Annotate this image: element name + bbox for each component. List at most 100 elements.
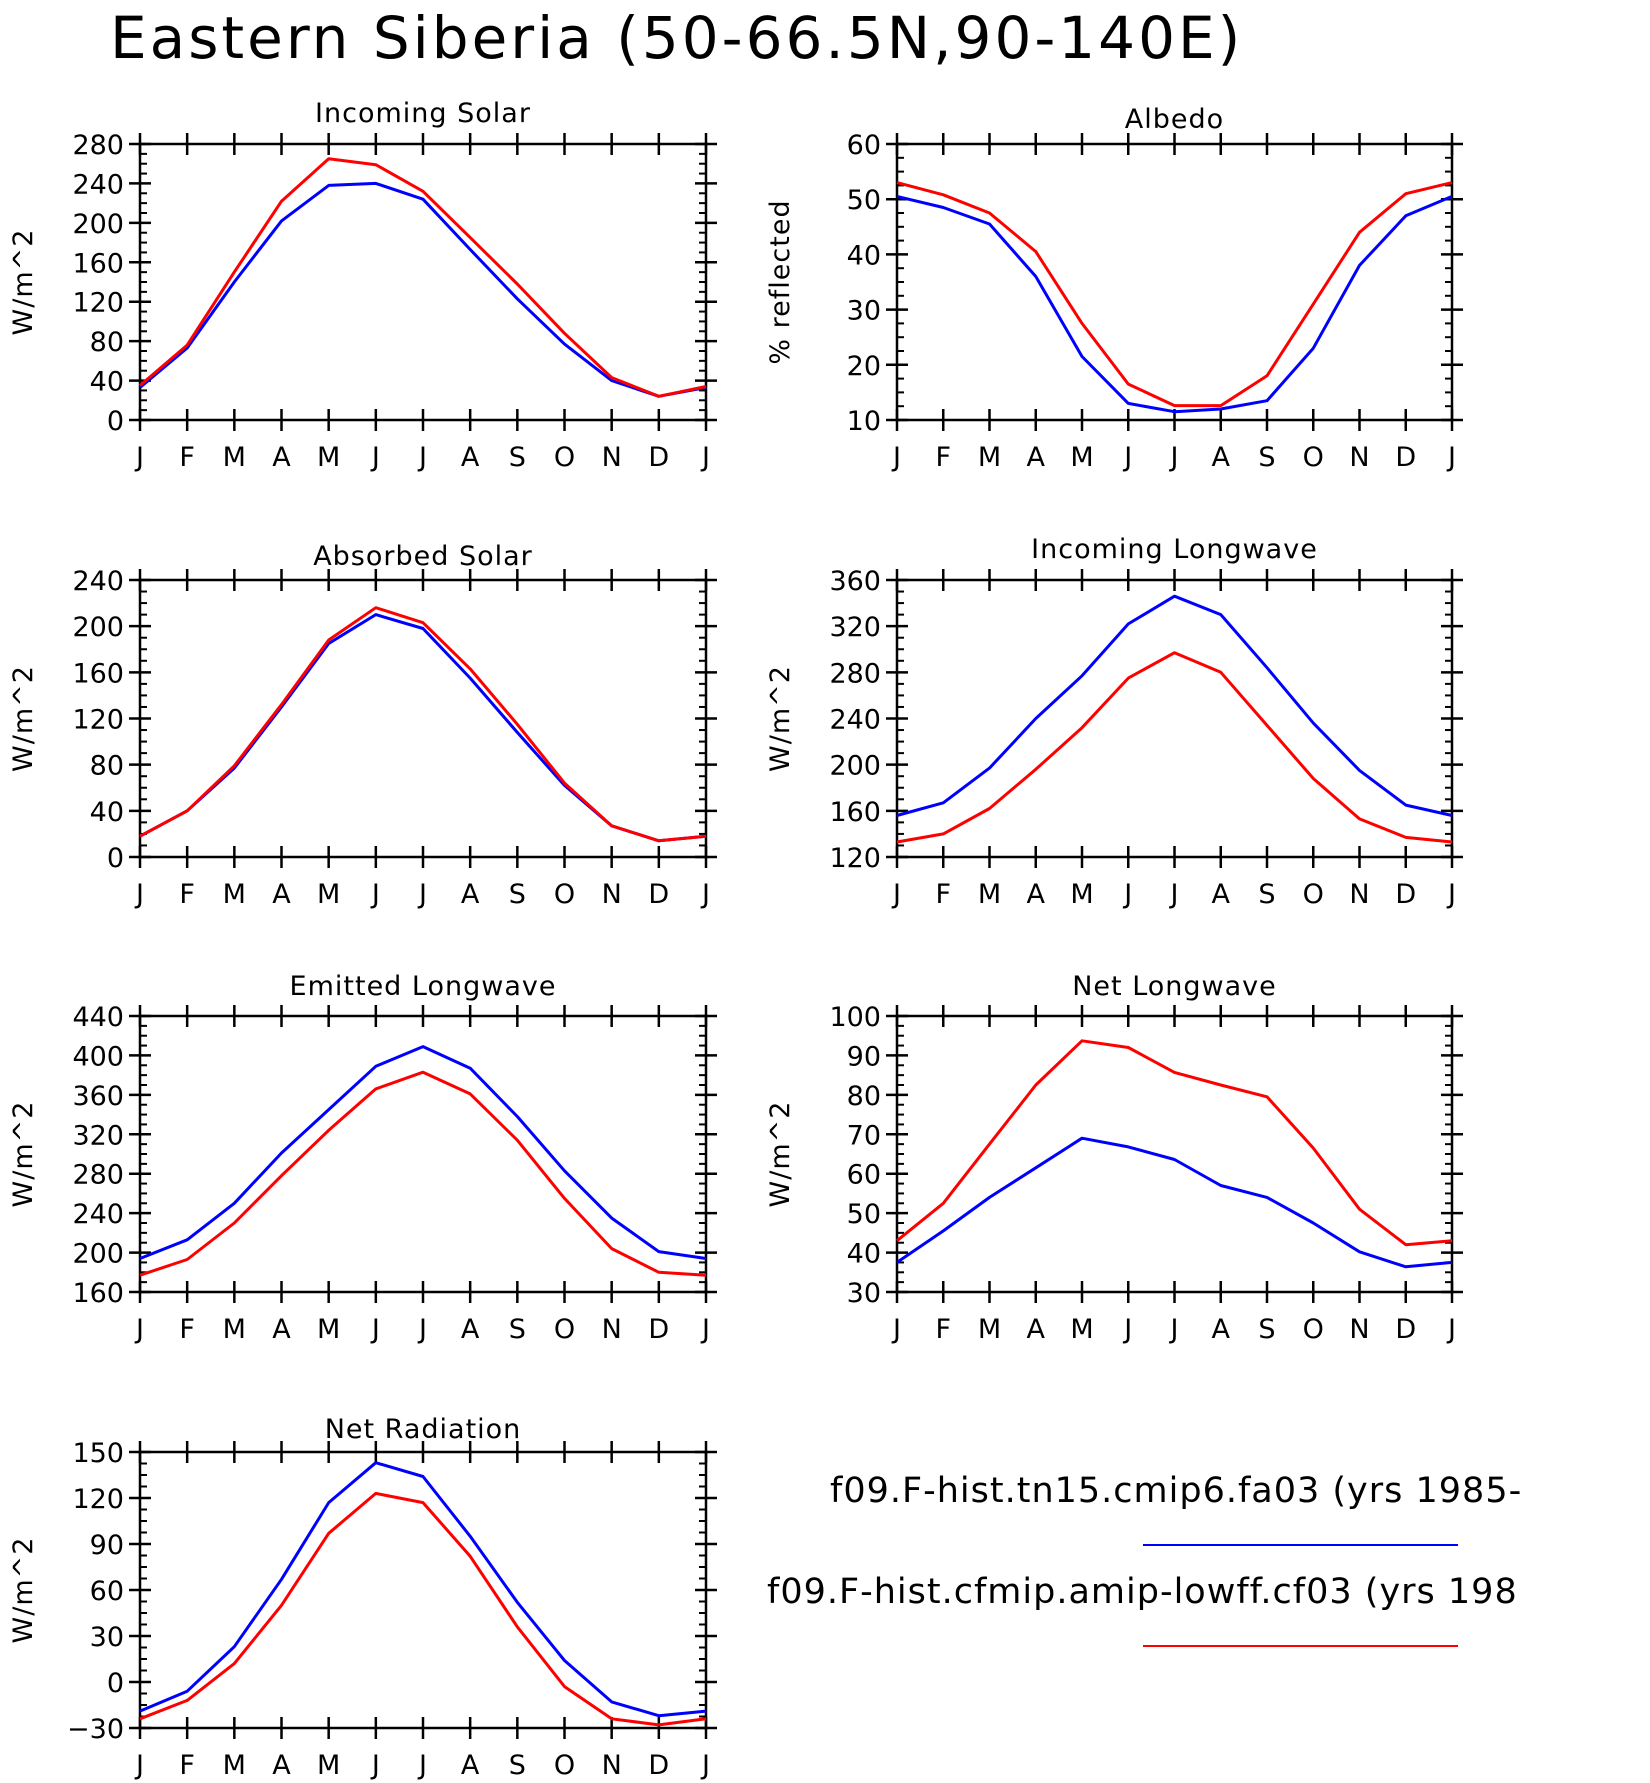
plot-frame: [138, 142, 708, 422]
series-line-2: [139, 1070, 707, 1277]
y-tick-label: 40: [847, 240, 881, 271]
x-tick-label: D: [648, 1750, 669, 1781]
series-line-1: [139, 1461, 707, 1718]
x-tick-label: N: [1349, 1314, 1369, 1345]
y-tick-label: 150: [72, 1438, 124, 1469]
x-tick-label: M: [223, 1750, 246, 1781]
x-tick-label: M: [223, 879, 246, 910]
x-tick-label: J: [700, 442, 710, 473]
y-tick-label: 100: [829, 1002, 881, 1033]
y-tick-label: 240: [72, 566, 124, 597]
x-tick-label: J: [134, 442, 144, 473]
x-tick-label: J: [1169, 1314, 1179, 1345]
x-tick-label: D: [1395, 1314, 1416, 1345]
y-tick-label: 10: [847, 406, 881, 437]
y-tick-label: 280: [72, 130, 124, 161]
y-tick-label: 320: [72, 1120, 124, 1151]
y-tick-label: 0: [107, 406, 124, 437]
y-tick-label: 90: [90, 1530, 124, 1561]
x-tick-label: D: [648, 879, 669, 910]
x-tick-label: F: [935, 1314, 951, 1345]
x-tick-label: M: [223, 442, 246, 473]
chart-title: Net Longwave: [1072, 971, 1277, 1002]
x-tick-label: A: [1212, 879, 1231, 910]
x-tick-label: S: [1258, 1314, 1275, 1345]
x-tick-label: A: [461, 442, 480, 473]
y-tick-label: 90: [847, 1041, 881, 1072]
x-tick-label: S: [509, 879, 526, 910]
x-tick-label: M: [978, 442, 1001, 473]
y-tick-label: 40: [90, 797, 124, 828]
y-tick-label: 240: [829, 705, 881, 736]
x-tick-label: O: [554, 879, 575, 910]
x-tick-label: J: [700, 1314, 710, 1345]
x-tick-label: S: [1258, 442, 1275, 473]
y-axis-label: W/m^2: [8, 665, 39, 772]
y-tick-label: 280: [72, 1160, 124, 1191]
y-tick-label: 40: [847, 1239, 881, 1270]
x-tick-label: D: [1395, 879, 1416, 910]
legend-line-series-2: [1143, 1645, 1458, 1647]
y-tick-label: 320: [829, 612, 881, 643]
y-tick-label: 60: [847, 130, 881, 161]
x-tick-label: A: [1027, 879, 1046, 910]
x-tick-label: J: [1122, 442, 1132, 473]
x-tick-label: D: [1395, 442, 1416, 473]
x-tick-label: M: [978, 879, 1001, 910]
y-axis-label: W/m^2: [8, 1537, 39, 1644]
x-tick-label: F: [179, 879, 195, 910]
series-line-1: [896, 1136, 1453, 1269]
x-tick-label: S: [509, 1314, 526, 1345]
y-tick-label: 120: [72, 705, 124, 736]
x-tick-label: J: [700, 1750, 710, 1781]
x-tick-label: S: [509, 442, 526, 473]
y-tick-label: 360: [72, 1081, 124, 1112]
y-tick-label: 200: [72, 209, 124, 240]
x-tick-label: A: [461, 1314, 480, 1345]
y-tick-label: 160: [72, 658, 124, 689]
x-tick-label: J: [417, 1314, 427, 1345]
x-tick-label: J: [891, 442, 901, 473]
x-tick-label: M: [978, 1314, 1001, 1345]
x-tick-label: N: [1349, 879, 1369, 910]
x-tick-label: O: [554, 1314, 575, 1345]
y-axis-label: W/m^2: [765, 1101, 796, 1208]
chart-title: Absorbed Solar: [313, 541, 533, 572]
series-line-2: [139, 157, 707, 398]
x-tick-label: F: [935, 442, 951, 473]
x-tick-label: J: [370, 1314, 380, 1345]
series-line-1: [139, 181, 707, 398]
x-tick-label: F: [935, 879, 951, 910]
y-tick-label: 240: [72, 169, 124, 200]
x-tick-label: M: [317, 879, 340, 910]
x-tick-label: J: [1122, 879, 1132, 910]
x-tick-label: J: [700, 879, 710, 910]
series-line-2: [896, 651, 1453, 844]
x-tick-label: A: [461, 879, 480, 910]
x-tick-label: O: [1303, 442, 1324, 473]
x-tick-label: A: [272, 1314, 291, 1345]
y-tick-label: 30: [847, 296, 881, 327]
y-tick-label: 440: [72, 1002, 124, 1033]
x-tick-label: M: [1070, 442, 1093, 473]
x-tick-label: A: [1212, 1314, 1231, 1345]
x-tick-label: J: [134, 1750, 144, 1781]
y-tick-label: −30: [67, 1714, 124, 1745]
x-tick-label: J: [891, 1314, 901, 1345]
plot-frame: [138, 1014, 708, 1294]
x-tick-label: A: [272, 879, 291, 910]
plot-frame: [895, 578, 1454, 859]
y-tick-label: 80: [90, 751, 124, 782]
x-tick-label: N: [602, 879, 622, 910]
x-tick-label: N: [1349, 442, 1369, 473]
y-tick-label: 200: [829, 751, 881, 782]
x-tick-label: J: [1169, 442, 1179, 473]
y-tick-label: 360: [829, 566, 881, 597]
x-tick-label: A: [1212, 442, 1231, 473]
y-tick-label: 70: [847, 1120, 881, 1151]
y-tick-label: 30: [90, 1622, 124, 1653]
